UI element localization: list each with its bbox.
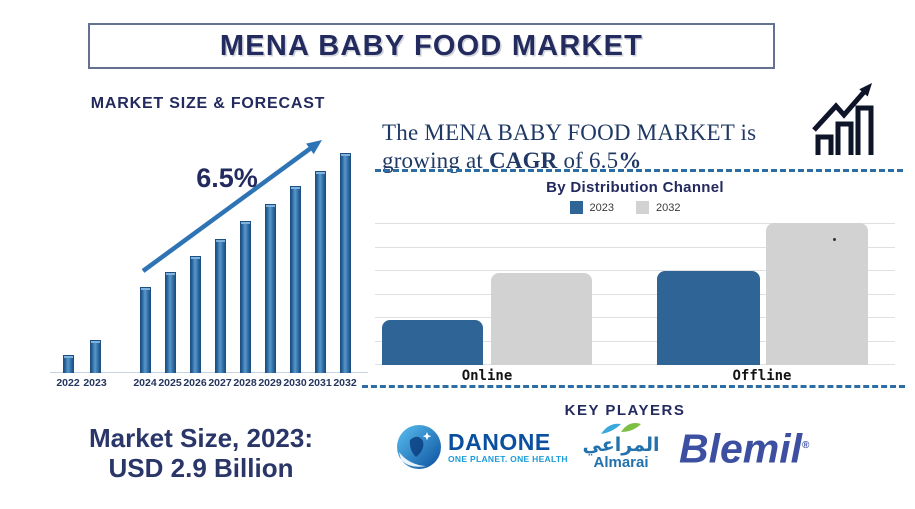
forecast-year-label: 2026 xyxy=(183,377,207,389)
forecast-year-label: 2027 xyxy=(208,377,232,389)
legend-item-2023: 2023 xyxy=(569,201,614,214)
key-players-heading: KEY PLAYERS xyxy=(564,402,686,419)
cagr-annotation: 6.5% xyxy=(196,163,258,193)
dashed-divider-bottom xyxy=(362,385,905,388)
legend-swatch-2023 xyxy=(569,201,583,214)
category-label-offline: Offline xyxy=(732,368,792,384)
legend-item-2032: 2032 xyxy=(636,201,680,214)
gridline xyxy=(375,294,895,295)
danone-tagline: ONE PLANET. ONE HEALTH xyxy=(448,454,568,464)
blemil-wordmark: Blemil xyxy=(679,425,803,472)
key-players-logos: DANONE ONE PLANET. ONE HEALTH المراعي Al… xyxy=(394,420,894,490)
forecast-year-label: 2031 xyxy=(308,377,332,389)
dashed-divider-top xyxy=(375,169,903,172)
forecast-year-label: 2024 xyxy=(133,377,157,389)
dist-bar-online-2023 xyxy=(382,319,483,365)
forecast-baseline xyxy=(50,372,368,373)
almarai-wordmark: Almarai xyxy=(593,454,649,471)
summary-cagr-bold: CAGR xyxy=(488,148,558,173)
growth-arrow-icon xyxy=(141,140,322,273)
dist-bar-online-2032 xyxy=(491,272,592,365)
distribution-legend: 2023 2032 xyxy=(375,201,875,214)
forecast-bar-2026 xyxy=(189,256,201,373)
legend-label-2023: 2023 xyxy=(589,201,614,214)
gridline xyxy=(375,317,895,318)
gridline xyxy=(375,270,895,271)
forecast-bar-2024 xyxy=(139,287,151,373)
forecast-chart: 2022 2023 2024 2025 2026 2027 2028 2029 2030 2031… xyxy=(0,0,400,400)
forecast-year-label: 2029 xyxy=(258,377,282,389)
almarai-leaves-icon xyxy=(601,423,641,434)
forecast-year-label: 2022 xyxy=(56,377,80,389)
summary-line2-mid: of 6.5 xyxy=(557,148,619,173)
title-banner: MENA BABY FOOD MARKET xyxy=(88,23,775,69)
forecast-bar-2030 xyxy=(289,186,301,373)
dist-bar-offline-2032 xyxy=(766,223,868,365)
gridline xyxy=(375,364,895,365)
danone-globe-icon xyxy=(397,425,441,469)
forecast-bar-2023 xyxy=(89,340,101,373)
legend-swatch-2032 xyxy=(636,201,649,214)
forecast-bar-2032 xyxy=(339,153,351,373)
almarai-arabic-wordmark: المراعي xyxy=(582,434,660,456)
legend-label-2032: 2032 xyxy=(656,201,681,214)
forecast-bar-2027 xyxy=(214,238,226,373)
forecast-bar-2029 xyxy=(264,203,276,373)
forecast-year-label: 2032 xyxy=(333,377,357,389)
category-label-online: Online xyxy=(461,368,513,384)
summary-percent-bold: % xyxy=(618,148,642,173)
blemil-trademark: ® xyxy=(802,440,810,451)
forecast-heading: MARKET SIZE & FORECAST xyxy=(90,95,326,112)
forecast-bar-2022 xyxy=(62,355,74,373)
gridline xyxy=(375,223,895,224)
danone-logo: DANONE ONE PLANET. ONE HEALTH xyxy=(396,424,568,470)
speck-artifact xyxy=(833,238,836,241)
dist-bar-offline-2023 xyxy=(657,271,760,365)
trend-bar-chart-icon xyxy=(812,83,874,155)
forecast-year-label: 2023 xyxy=(83,377,107,389)
market-size-line2: USD 2.9 Billion xyxy=(108,453,294,483)
forecast-year-label: 2028 xyxy=(233,377,257,389)
forecast-bar-2031 xyxy=(314,170,326,373)
forecast-year-label: 2025 xyxy=(158,377,182,389)
market-size-line1: Market Size, 2023: xyxy=(88,423,313,453)
gridline xyxy=(375,247,895,248)
danone-wordmark-block: DANONE ONE PLANET. ONE HEALTH xyxy=(448,430,568,464)
summary-line1: The MENA BABY FOOD MARKET is xyxy=(382,120,757,145)
forecast-year-label: 2030 xyxy=(283,377,307,389)
almarai-logo: المراعي Almarai xyxy=(582,420,660,471)
page-title: MENA BABY FOOD MARKET xyxy=(219,29,644,62)
summary-line2-pre: growing at xyxy=(382,148,489,173)
summary-text: The MENA BABY FOOD MARKET is growing at … xyxy=(382,119,802,175)
distribution-chart xyxy=(375,223,895,365)
danone-wordmark: DANONE xyxy=(448,429,551,455)
forecast-bar-2025 xyxy=(164,271,176,373)
market-size-callout: Market Size, 2023: USD 2.9 Billion xyxy=(41,423,361,483)
forecast-bar-2028 xyxy=(239,221,251,373)
blemil-logo: Blemil® xyxy=(679,426,809,469)
distribution-chart-heading: By Distribution Channel xyxy=(546,179,724,196)
gridline xyxy=(375,341,895,342)
